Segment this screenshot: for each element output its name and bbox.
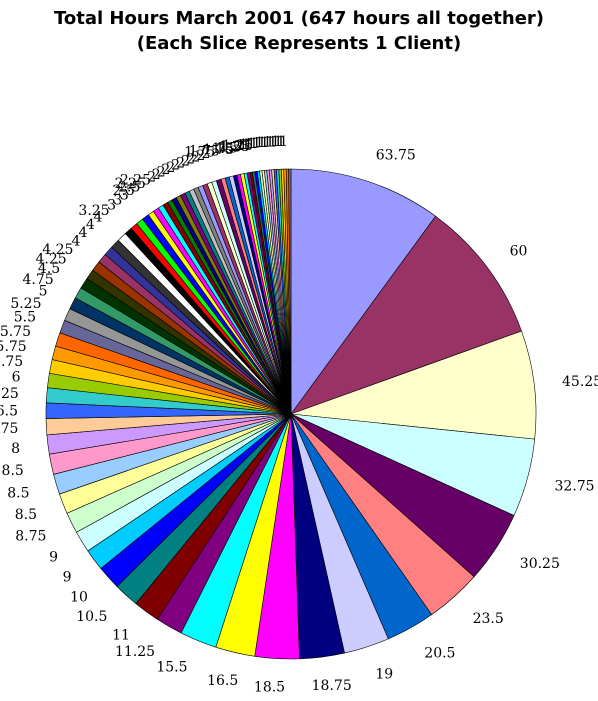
slice-label: 1.75: [203, 142, 234, 158]
slice-label: 1: [271, 134, 280, 150]
slice-label: 63.75: [376, 148, 416, 164]
slice-label: 4.25: [42, 242, 73, 258]
slice-label: 4: [71, 233, 80, 249]
pie-slices: [45, 168, 537, 660]
chart-title-block: Total Hours March 2001 (647 hours all to…: [0, 6, 598, 56]
slice-label: 1: [266, 134, 275, 150]
slice-label: 2: [166, 160, 175, 176]
slice-label: 2: [191, 150, 200, 166]
slice-label: 1: [268, 134, 277, 150]
slice-label: 1: [258, 135, 267, 151]
slice-label: 5.25: [10, 296, 41, 312]
slice-label: 5.75: [0, 324, 31, 340]
slice-label: 1: [263, 135, 272, 151]
slice-label: 16.5: [207, 673, 238, 689]
slice-label: 19: [375, 667, 393, 683]
slice-label: 1.5: [212, 141, 234, 157]
slice-label: 10: [70, 589, 88, 605]
slice-label: 8.5: [15, 507, 37, 523]
pie-slice: [290, 168, 437, 415]
slice-label: 15.5: [156, 660, 187, 676]
pie-labels: 63.756045.2532.7530.2523.520.51918.7518.…: [0, 134, 598, 696]
slice-label: 2: [147, 170, 156, 186]
chart-subtitle: (Each Slice Represents 1 Client): [136, 33, 462, 54]
slice-label: 5.5: [14, 310, 36, 326]
pie-slice: [288, 168, 292, 415]
slice-label: 2: [157, 165, 166, 181]
slice-label: 32.75: [555, 479, 595, 495]
slice-label: 2.25: [115, 176, 146, 192]
slice-label: 2: [196, 148, 205, 164]
slice-label: 1: [252, 136, 261, 152]
slice-label: 1: [255, 135, 264, 151]
slice-label: 4: [78, 225, 87, 241]
slice-label: 1.25: [222, 138, 253, 154]
pie-slice: [290, 215, 522, 415]
slice-label: 6: [12, 370, 21, 386]
slice-label: 20.5: [424, 645, 455, 661]
slice-label: 30.25: [520, 556, 560, 572]
slice-label: 11: [112, 627, 130, 643]
slice-label: 1: [260, 135, 269, 151]
slice-label: 3: [107, 197, 116, 213]
slice-label: 1.75: [189, 143, 220, 159]
slice-label: 18.75: [312, 678, 352, 694]
slice-label: 4: [86, 217, 95, 233]
slice-label: 3.25: [78, 203, 109, 219]
slice-label: 3: [120, 187, 129, 203]
slice-label: 1: [241, 137, 250, 153]
slice-label: 1: [239, 137, 248, 153]
slice-label: 2.5: [118, 179, 140, 195]
slice-label: 6.25: [0, 386, 19, 402]
slice-label: 1.25: [219, 139, 250, 155]
slice-label: 2: [161, 162, 170, 178]
slice-label: 6.75: [0, 421, 18, 437]
slice-label: 2: [181, 153, 190, 169]
slice-label: 18.5: [254, 680, 285, 696]
slice-label: 2: [176, 155, 185, 171]
slice-label: 8.5: [7, 485, 29, 501]
slice-label: 4: [93, 210, 102, 226]
chart-title: Total Hours March 2001 (647 hours all to…: [53, 8, 545, 29]
slice-label: 1: [247, 136, 256, 152]
slice-label: 1.5: [219, 140, 241, 156]
slice-label: 1: [250, 136, 259, 152]
slice-label: 2: [201, 146, 210, 162]
slice-label: 1: [244, 136, 253, 152]
slice-label: 4.5: [38, 261, 60, 277]
slice-label: 11.25: [115, 644, 155, 660]
slice-label: 1: [279, 134, 288, 150]
slice-label: 23.5: [473, 611, 504, 627]
slice-label: 5.75: [0, 354, 23, 370]
slice-label: 5.75: [0, 339, 27, 355]
slice-label: 3: [113, 192, 122, 208]
slice-label: 2: [171, 158, 180, 174]
slice-label: 9: [63, 570, 72, 586]
slice-label: 1: [276, 134, 285, 150]
pie-slice: [290, 330, 537, 440]
slice-label: 5: [39, 284, 48, 300]
slice-label: 6.5: [0, 403, 18, 419]
slice-label: 2: [152, 167, 161, 183]
slice-label: 8.5: [2, 463, 24, 479]
slice-label: 45.25: [562, 374, 598, 390]
slice-label: 60: [510, 243, 528, 259]
slice-label: 9: [49, 549, 58, 565]
slice-label: 8.75: [15, 528, 46, 544]
slice-label: 1.5: [216, 140, 238, 156]
slice-label: 1.75: [184, 145, 215, 161]
slice-label: 4.25: [36, 251, 67, 267]
slice-label: 1: [274, 134, 283, 150]
slice-label: 2.25: [120, 173, 151, 189]
slice-label: 1: [236, 138, 245, 154]
slice-label: 2: [186, 151, 195, 167]
slice-label: 8: [11, 441, 20, 457]
slice-label: 10.5: [76, 609, 107, 625]
slice-label: 4.75: [23, 272, 54, 288]
slice-label: 2.5: [113, 183, 135, 199]
